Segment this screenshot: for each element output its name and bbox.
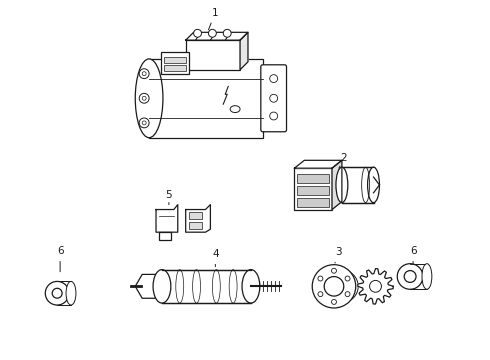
Bar [159,232,171,240]
Bar [186,40,240,70]
Circle shape [318,276,323,281]
Ellipse shape [422,264,432,289]
Bar [189,212,202,219]
Ellipse shape [242,270,260,303]
Ellipse shape [368,167,379,203]
FancyBboxPatch shape [261,65,287,132]
Circle shape [404,271,416,282]
Ellipse shape [153,270,171,303]
Circle shape [45,282,69,305]
Polygon shape [294,160,342,168]
Bar [297,174,329,183]
Text: 4: 4 [212,249,219,267]
Bar [162,270,251,303]
Ellipse shape [135,59,163,138]
Circle shape [139,93,149,103]
Circle shape [139,118,149,128]
Polygon shape [186,32,248,40]
Circle shape [325,270,358,302]
Circle shape [223,30,231,37]
Circle shape [345,292,350,297]
Bar [342,167,373,203]
Text: 6: 6 [410,246,416,264]
Polygon shape [186,204,210,232]
Bar [189,222,202,229]
Text: 6: 6 [57,246,63,272]
Bar [294,168,332,210]
Circle shape [332,268,337,273]
Polygon shape [358,269,393,304]
Circle shape [139,69,149,78]
Circle shape [369,280,381,292]
Text: 5: 5 [166,190,172,204]
Circle shape [332,300,337,305]
Bar [149,59,263,138]
Bar [161,52,189,74]
Circle shape [318,292,323,297]
Polygon shape [332,160,342,210]
Bar [57,282,71,305]
Text: 3: 3 [335,247,342,263]
Circle shape [312,265,356,308]
Text: 1: 1 [208,8,219,30]
Bar [164,57,186,63]
Circle shape [194,30,201,37]
Bar [410,264,427,289]
Text: 2: 2 [339,153,347,168]
Circle shape [52,288,62,298]
Bar [297,186,329,195]
Circle shape [345,276,350,281]
Ellipse shape [336,167,348,203]
Circle shape [208,30,216,37]
Circle shape [397,264,423,289]
Ellipse shape [66,282,76,305]
Bar [164,65,186,71]
Polygon shape [156,204,178,232]
Circle shape [324,276,344,296]
Bar [297,198,329,207]
Polygon shape [240,32,248,70]
